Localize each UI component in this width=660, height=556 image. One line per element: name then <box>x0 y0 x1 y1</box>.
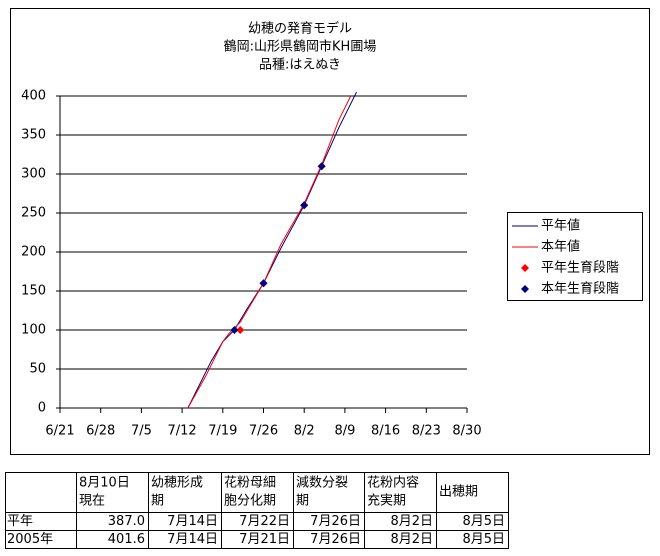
y-tick-label: 150 <box>21 284 46 299</box>
table-header: 幼穂形成 <box>151 476 203 491</box>
x-tick-label: 8/16 <box>371 424 400 439</box>
table-cell: 7月14日 <box>167 514 218 529</box>
legend-label: 平年値 <box>541 218 580 234</box>
table-header: 減数分裂 <box>296 475 348 491</box>
table-cell: 401.6 <box>108 532 145 547</box>
legend-swatch <box>521 264 529 272</box>
legend-box <box>507 212 643 301</box>
table-cell: 8月5日 <box>462 532 505 547</box>
y-tick-label: 400 <box>21 89 46 104</box>
legend-label: 本年生育段階 <box>541 281 619 297</box>
data-point <box>230 326 239 334</box>
x-tick-label: 8/2 <box>294 424 315 439</box>
table-cell: 7月14日 <box>167 532 218 547</box>
table-cell: 8月2日 <box>390 514 433 529</box>
legend-swatch <box>521 285 529 293</box>
chart-title: 鶴岡:山形県鶴岡市KH圃場 <box>224 39 377 55</box>
data-point <box>317 162 326 171</box>
y-tick-label: 0 <box>38 401 46 416</box>
table-header: 充実期 <box>367 493 406 509</box>
data-point <box>236 326 245 334</box>
table-cell: 7月26日 <box>310 532 361 547</box>
x-tick-label: 8/30 <box>452 424 481 439</box>
table-cell: 平年 <box>7 514 33 529</box>
legend-label: 本年値 <box>541 239 580 255</box>
table-cell: 7月21日 <box>239 532 290 547</box>
table-header: 花粉内容 <box>367 475 419 491</box>
y-tick-label: 350 <box>21 128 46 143</box>
table-cell: 2005年 <box>7 532 53 547</box>
x-tick-label: 8/23 <box>412 424 441 439</box>
table-header: 花粉母細 <box>224 475 276 491</box>
chart-title: 品種:はえぬき <box>259 57 341 73</box>
table-cell: 8月5日 <box>462 514 505 529</box>
table-cell: 387.0 <box>108 514 145 529</box>
table-header: 8月10日 <box>79 476 130 491</box>
table-header: 出穂期 <box>439 485 478 500</box>
x-tick-label: 8/9 <box>334 424 355 439</box>
table-header: 現在 <box>79 494 105 509</box>
table-header: 胞分化期 <box>224 494 276 509</box>
table-header: 期 <box>296 494 309 509</box>
data-point <box>259 279 268 288</box>
y-tick-label: 100 <box>21 323 46 338</box>
legend-label: 平年生育段階 <box>541 260 619 276</box>
y-tick-label: 250 <box>21 206 46 221</box>
table-cell: 8月2日 <box>390 532 433 547</box>
x-tick-label: 7/12 <box>167 424 196 439</box>
table-header: 期 <box>151 494 164 509</box>
y-tick-label: 200 <box>21 245 46 260</box>
x-tick-label: 7/19 <box>208 424 237 439</box>
table-cell: 7月26日 <box>310 514 361 529</box>
chart-title: 幼穂の発育モデル <box>248 21 352 37</box>
y-tick-label: 50 <box>29 362 46 377</box>
x-tick-label: 6/21 <box>45 424 74 439</box>
table-cell: 7月22日 <box>239 514 290 529</box>
y-tick-label: 300 <box>21 167 46 182</box>
x-tick-label: 6/28 <box>86 424 115 439</box>
x-tick-label: 7/26 <box>249 424 278 439</box>
x-tick-label: 7/5 <box>131 424 152 439</box>
data-point <box>300 201 309 210</box>
